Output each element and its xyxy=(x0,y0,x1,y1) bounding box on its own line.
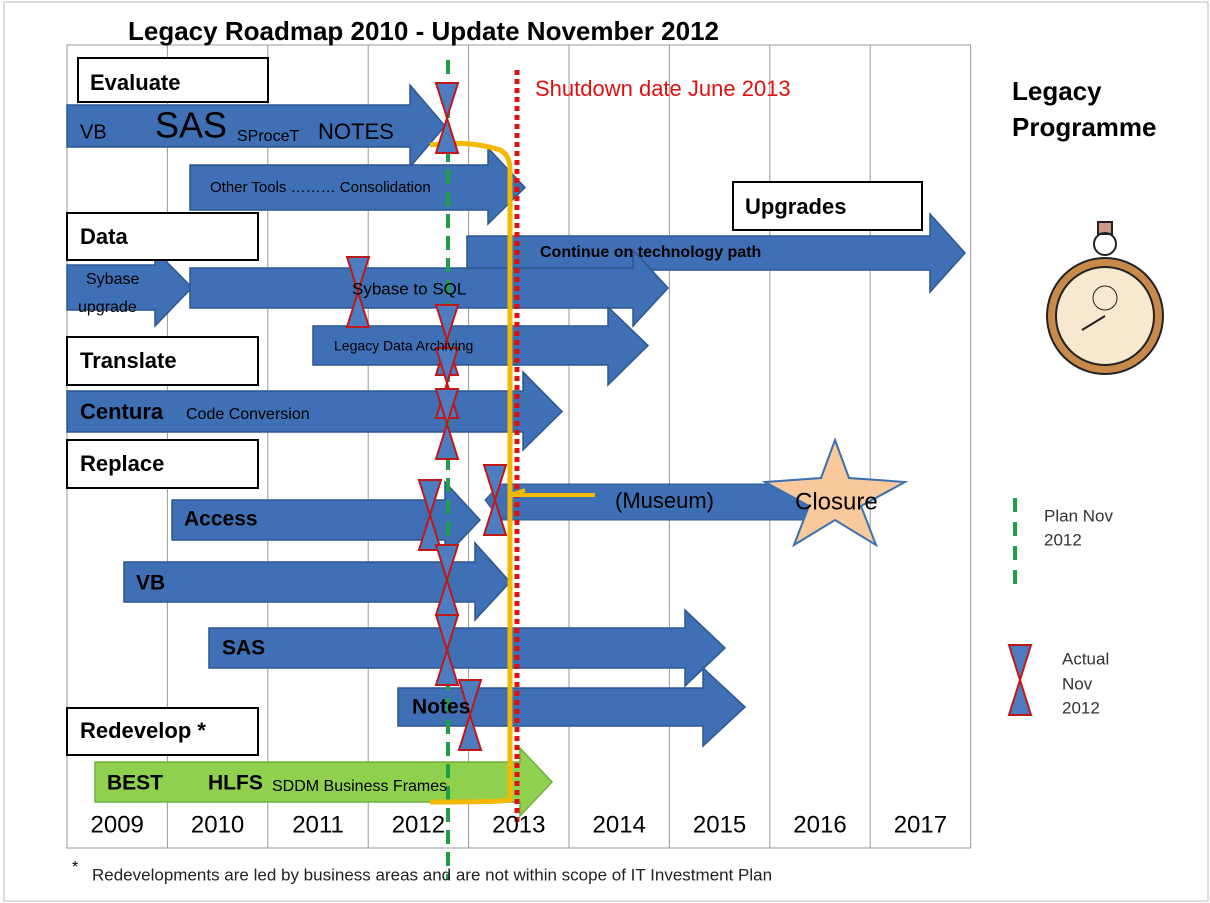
legend-label: 2012 xyxy=(1062,698,1100,717)
arrow-label: SAS xyxy=(222,637,265,660)
arrow-label: Sybase xyxy=(86,271,139,288)
arrow-label: Sybase to SQL xyxy=(352,279,466,298)
section-label: Replace xyxy=(80,451,164,476)
arrow-label: Legacy Data Archiving xyxy=(334,338,473,354)
year-label: 2012 xyxy=(392,811,445,838)
actual-marker xyxy=(1009,645,1031,715)
year-label: 2017 xyxy=(894,811,947,838)
year-label: 2009 xyxy=(91,811,144,838)
shutdown-label: Shutdown date June 2013 xyxy=(535,76,791,101)
arrow-label: (Museum) xyxy=(615,488,714,513)
arrow-label: SProceT xyxy=(237,128,299,145)
programme-title: Programme xyxy=(1012,112,1157,142)
arrow-label: Continue on technology path xyxy=(540,244,761,261)
legend-label: Nov xyxy=(1062,674,1093,693)
year-labels: 2009 2010 2011 2012 2013 2014 2015 2016 2017 xyxy=(91,811,948,838)
arrow-label: SAS xyxy=(155,105,227,146)
section-label: Upgrades xyxy=(745,194,846,219)
year-label: 2011 xyxy=(292,811,344,838)
arrow-label: upgrade xyxy=(78,299,137,316)
year-label: 2013 xyxy=(492,811,545,838)
footnote: Redevelopments are led by business areas… xyxy=(92,865,772,884)
legend-label: 2012 xyxy=(1044,530,1082,549)
arrow-label: BEST xyxy=(107,772,163,795)
section-label: Evaluate xyxy=(90,70,181,95)
arrow-label: Other Tools ……… Consolidation xyxy=(210,179,431,196)
title: Legacy Roadmap 2010 - Update November 20… xyxy=(128,16,719,46)
page: Legacy Roadmap 2010 - Update November 20… xyxy=(0,0,1210,903)
year-label: 2010 xyxy=(191,811,244,838)
programme-title: Legacy xyxy=(1012,76,1102,106)
year-label: 2014 xyxy=(593,811,646,838)
arrow-label: VB xyxy=(80,121,107,143)
legend-label: Plan Nov xyxy=(1044,506,1113,525)
arrow-label: Notes xyxy=(412,696,470,719)
arrow-label: HLFS xyxy=(208,772,263,795)
roadmap: Legacy Roadmap 2010 - Update November 20… xyxy=(0,0,1210,903)
section-label: Data xyxy=(80,224,128,249)
year-label: 2016 xyxy=(793,811,846,838)
stopwatch-icon xyxy=(1047,222,1163,374)
arrow-label: Centura xyxy=(80,399,164,424)
legend-label: Actual xyxy=(1062,649,1109,668)
section-label: Translate xyxy=(80,348,177,373)
arrow-label: Code Conversion xyxy=(186,406,310,423)
arrow-label: SDDM Business Frames xyxy=(272,778,447,795)
section-label: Redevelop * xyxy=(80,718,206,743)
arrow-label: NOTES xyxy=(318,119,394,144)
arrow-label: Closure xyxy=(795,488,878,515)
footnote-marker: * xyxy=(72,859,78,876)
year-label: 2015 xyxy=(693,811,746,838)
arrow-label: Access xyxy=(184,508,258,531)
arrow-label: VB xyxy=(136,572,165,595)
